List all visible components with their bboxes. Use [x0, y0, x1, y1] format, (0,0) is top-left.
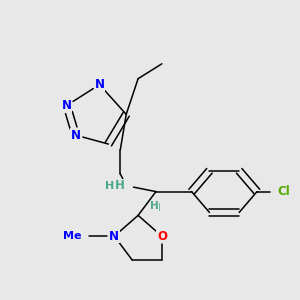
Text: O: O: [157, 230, 167, 243]
Text: N: N: [71, 129, 81, 142]
Text: N: N: [62, 99, 72, 112]
Text: NH: NH: [106, 179, 126, 192]
Text: H: H: [152, 203, 160, 213]
Text: N: N: [109, 230, 119, 243]
Text: Cl: Cl: [278, 185, 291, 198]
Text: H: H: [150, 202, 159, 212]
Text: Me: Me: [63, 231, 82, 241]
Text: H: H: [105, 181, 115, 191]
Text: N: N: [94, 78, 104, 91]
